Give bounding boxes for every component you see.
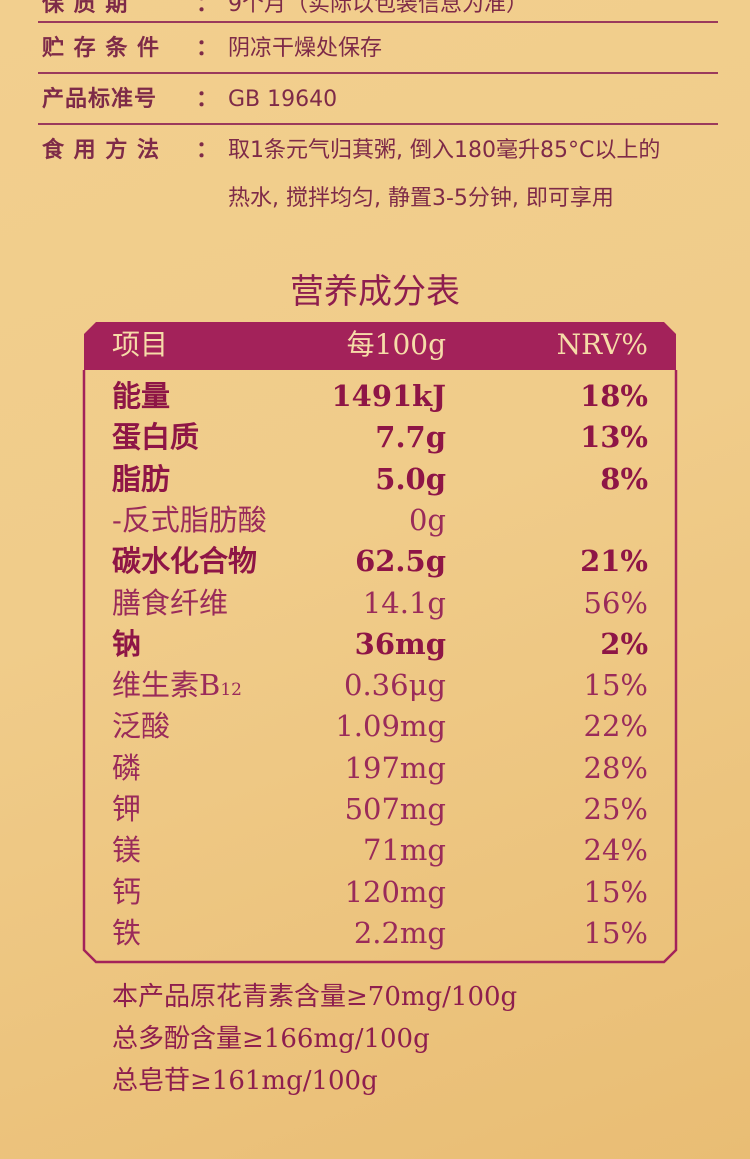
row-amount: 2.2mg (353, 915, 446, 950)
info-label: 产品标准号 (42, 87, 158, 112)
row-amount: 7.7g (375, 420, 446, 455)
info-colon: ： (196, 87, 220, 112)
row-amount: 1.09mg (335, 709, 446, 744)
row-amount: 14.1g (362, 585, 446, 620)
row-nrv: 56% (583, 585, 648, 620)
row-name: 蛋白质 (112, 420, 200, 455)
note: 本产品原花青素含量≥70mg/100g (112, 982, 518, 1012)
row-nrv: 28% (583, 750, 648, 785)
row-nrv: 21% (580, 544, 648, 579)
header-cell: NRV% (556, 328, 648, 361)
info-label: 保 质 期 (42, 0, 129, 17)
row-name: -反式脂肪酸 (112, 502, 267, 537)
info-colon: ： (196, 36, 220, 61)
row-name: 镁 (112, 833, 142, 868)
row-name: 磷 (112, 750, 142, 785)
info-label: 贮 存 条 件 (42, 36, 160, 61)
row-nrv: 8% (600, 461, 648, 496)
info-value: 阴凉干燥处保存 (228, 36, 383, 61)
info-value: 9个月（实际以包装信息为准） (228, 0, 528, 17)
row-amount: 62.5g (355, 544, 446, 579)
header-band (84, 322, 676, 370)
row-name: 钠 (112, 626, 142, 661)
row-name: 膳食纤维 (112, 585, 229, 620)
row-nrv: 13% (580, 420, 648, 455)
row-name: 铁 (112, 915, 142, 950)
note: 总多酚含量≥166mg/100g (112, 1024, 430, 1054)
row-amount: 0.36μg (344, 668, 446, 703)
row-nrv: 24% (583, 833, 648, 868)
row-name: 能量 (112, 379, 171, 413)
row-amount: 0g (408, 502, 446, 537)
table-title: 营养成分表 (290, 272, 460, 312)
row-name: 脂肪 (112, 461, 171, 496)
row-name: 泛酸 (112, 709, 171, 744)
row-amount: 71mg (363, 833, 446, 868)
info-label: 食 用 方 法 (42, 138, 160, 163)
info-colon: ： (196, 138, 220, 163)
info-value: 取1条元气归萁粥, 倒入180毫升85°C以上的 (228, 138, 661, 163)
row-nrv: 15% (583, 874, 648, 909)
info-value: GB 19640 (228, 87, 338, 112)
row-nrv: 25% (583, 792, 648, 826)
row-name: 钾 (112, 792, 142, 826)
row-amount: 197mg (344, 750, 446, 785)
row-name: 碳水化合物 (112, 544, 258, 579)
header-cell: 项目 (112, 328, 169, 361)
row-nrv: 15% (583, 915, 648, 950)
subscript: 12 (220, 680, 242, 701)
info-value: 热水, 搅拌均匀, 静置3-5分钟, 即可享用 (228, 186, 614, 211)
table-border (82, 370, 678, 964)
row-nrv: 18% (580, 379, 648, 413)
row-nrv: 15% (583, 668, 648, 703)
row-amount: 507mg (344, 792, 446, 826)
row-name: 钙 (112, 874, 142, 909)
divider (38, 123, 718, 125)
divider (38, 72, 718, 74)
row-amount: 36mg (354, 626, 446, 661)
row-nrv: 2% (600, 626, 648, 661)
row-amount: 5.0g (375, 461, 446, 496)
row-amount: 1491kJ (331, 379, 446, 413)
row-nrv: 22% (583, 709, 648, 744)
divider (38, 21, 718, 23)
row-name: 维生素B12 (112, 668, 242, 703)
note: 总皂苷≥161mg/100g (112, 1066, 378, 1096)
header-cell: 每100g (346, 328, 446, 361)
row-amount: 120mg (344, 874, 446, 909)
info-colon: ： (196, 0, 220, 17)
